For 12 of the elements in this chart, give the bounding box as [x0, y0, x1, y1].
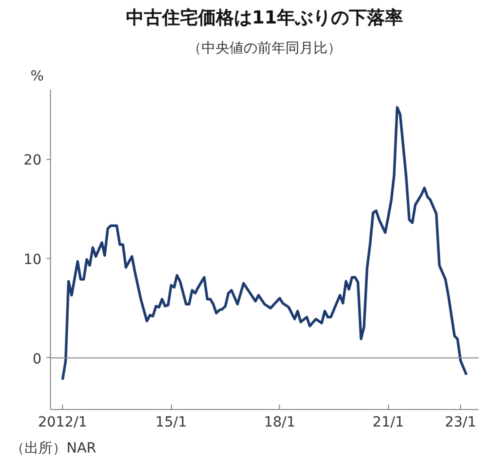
- y-tick-label: 0: [32, 351, 42, 368]
- x-tick-label: 21/1: [372, 414, 404, 430]
- y-axis-title: %: [30, 68, 44, 84]
- x-tick-label: 23/1: [444, 414, 476, 430]
- y-tick-label: 10: [24, 252, 42, 268]
- x-tick-label: 15/1: [155, 414, 187, 430]
- x-tick-label: 2012/1: [38, 414, 88, 430]
- x-tick-label: 18/1: [264, 414, 296, 430]
- text: （出所）NAR: [10, 440, 97, 456]
- chart-subtitle: （中央値の前年同月比）: [188, 40, 342, 56]
- y-tick-label: 20: [24, 152, 42, 169]
- chart-title: 中古住宅価格は11年ぶりの下落率: [126, 8, 404, 28]
